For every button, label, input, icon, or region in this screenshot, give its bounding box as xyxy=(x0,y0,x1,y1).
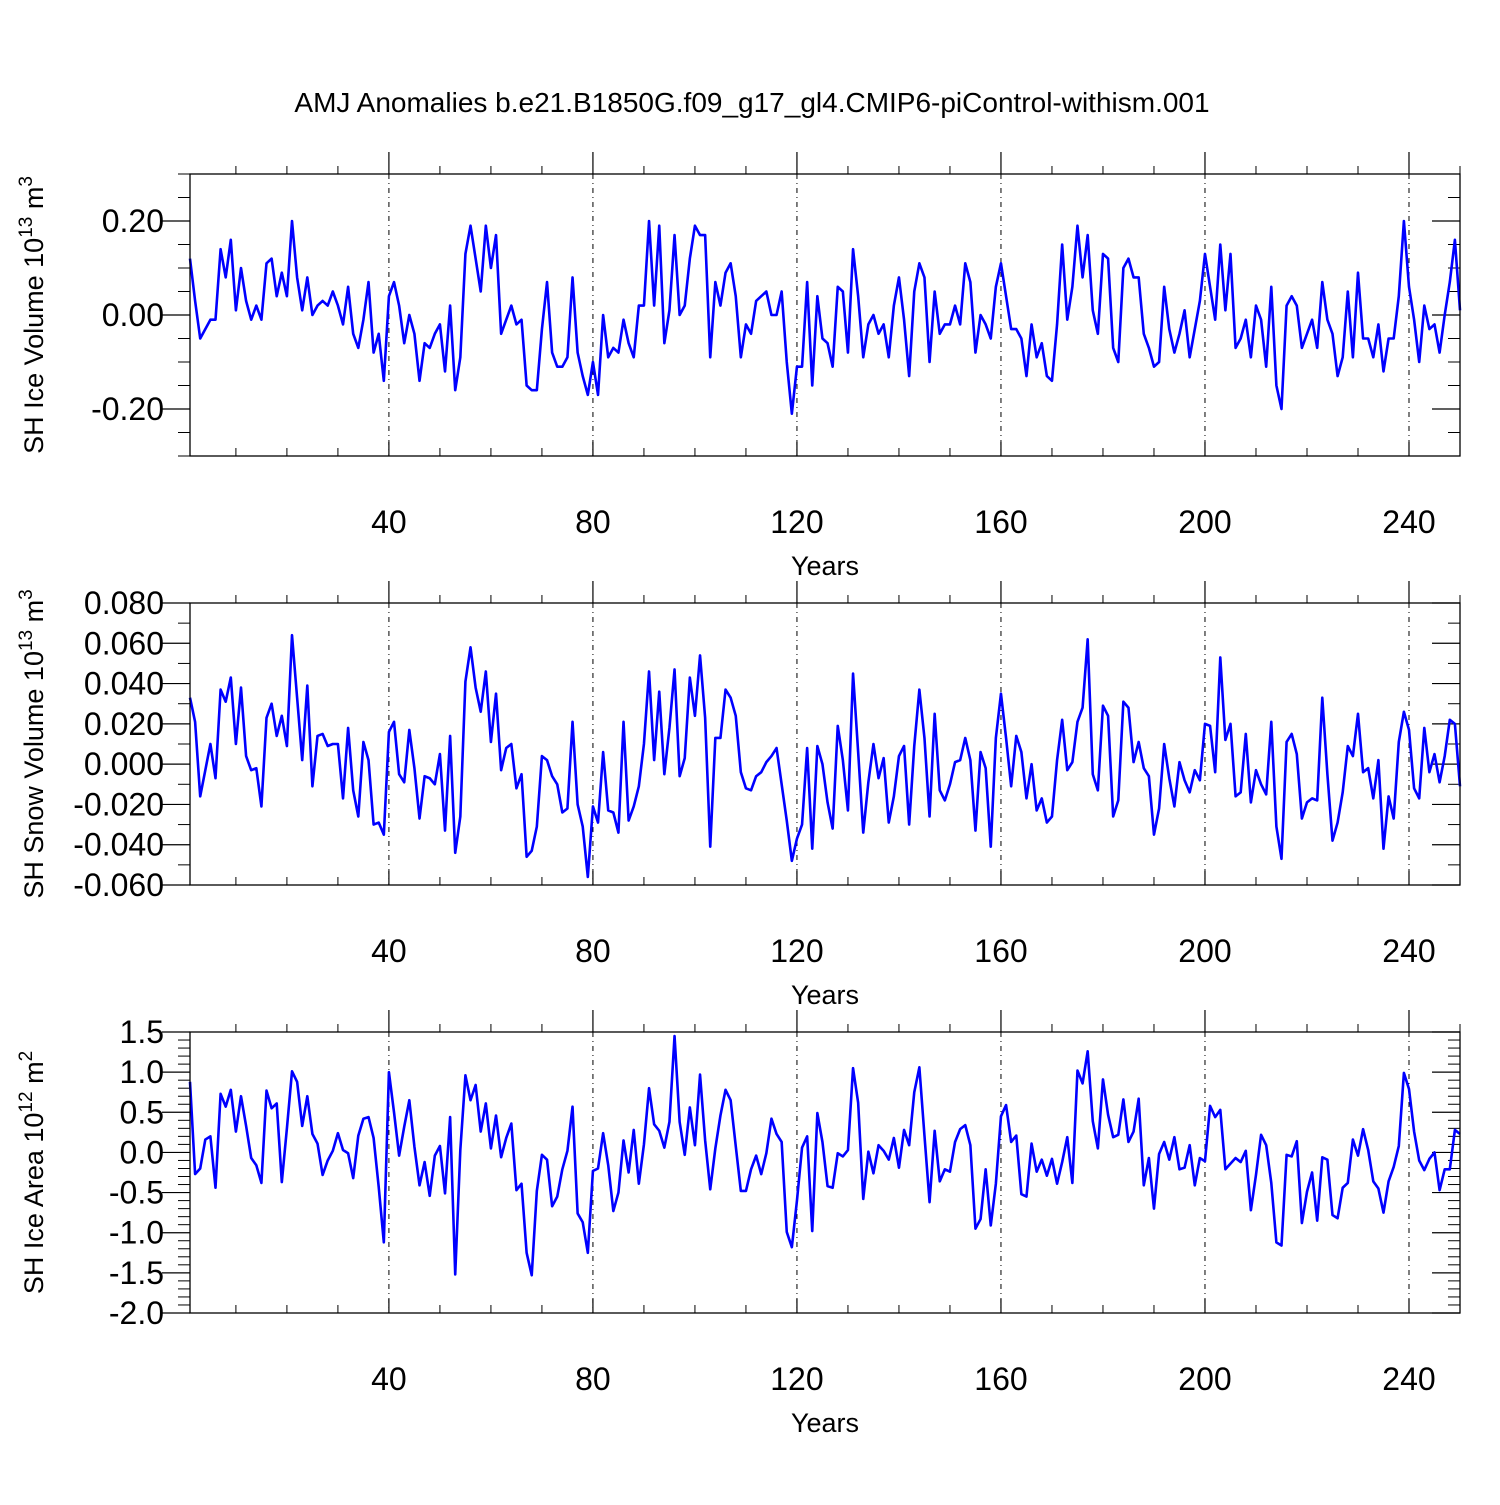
x-tick-label: 40 xyxy=(371,504,407,540)
y-tick-label: 0.20 xyxy=(102,203,164,239)
data-series-line xyxy=(188,633,1462,879)
x-tick-label: 160 xyxy=(974,933,1027,969)
x-tick-label: 200 xyxy=(1178,504,1231,540)
x-tick-label: 160 xyxy=(974,1361,1027,1397)
y-tick-label: -0.040 xyxy=(73,827,164,863)
y-tick-label: -0.5 xyxy=(109,1175,164,1211)
y-tick-label: -1.0 xyxy=(109,1215,164,1251)
y-tick-label: 0.5 xyxy=(120,1094,164,1130)
x-axis-label: Years xyxy=(791,980,859,1010)
plot-frame xyxy=(189,173,1461,457)
y-axis-label: SH Snow Volume 1013 m3 xyxy=(16,589,49,898)
chart-panel-3: 40 80 120 160 200 240 -2.0 -1.5 -1.0 -0.5 0.0 0.5 1.… xyxy=(16,1010,1461,1438)
y-tick-label: 0.040 xyxy=(84,666,164,702)
x-tick-label: 80 xyxy=(575,504,611,540)
figure-title: AMJ Anomalies b.e21.B1850G.f09_g17_gl4.C… xyxy=(294,87,1209,118)
x-tick-label: 80 xyxy=(575,933,611,969)
x-tick-label: 240 xyxy=(1382,1361,1435,1397)
chart-panel-1: 40 80 120 160 200 240 -0.20 0.00 0.20 Years SH Ice… xyxy=(16,152,1462,581)
y-tick-label: -1.5 xyxy=(109,1255,164,1291)
y-tick-label: 0.00 xyxy=(102,297,164,333)
y-tick-label: -0.060 xyxy=(73,867,164,903)
y-axis-label: SH Ice Volume 1013 m3 xyxy=(16,176,49,454)
x-tick-label: 40 xyxy=(371,1361,407,1397)
y-tick-label: 0.0 xyxy=(120,1134,164,1170)
data-series-line xyxy=(188,1034,1461,1277)
data-series-line xyxy=(188,219,1462,416)
y-axis-label: SH Ice Area 1012 m2 xyxy=(16,1051,49,1294)
y-tick-label: 0.020 xyxy=(84,706,164,742)
y-tick-label: 0.080 xyxy=(84,585,164,621)
plot-frame xyxy=(189,602,1461,886)
x-tick-label: 80 xyxy=(575,1361,611,1397)
y-tick-label: 1.5 xyxy=(120,1014,164,1050)
x-tick-label: 240 xyxy=(1382,504,1435,540)
x-axis-label: Years xyxy=(791,1408,859,1438)
y-tick-label: 0.000 xyxy=(84,746,164,782)
y-tick-label: 0.060 xyxy=(84,625,164,661)
x-tick-label: 200 xyxy=(1178,933,1231,969)
x-tick-label: 120 xyxy=(770,504,823,540)
x-axis-label: Years xyxy=(791,551,859,581)
x-tick-label: 120 xyxy=(770,1361,823,1397)
x-tick-label: 120 xyxy=(770,933,823,969)
x-tick-label: 40 xyxy=(371,933,407,969)
y-tick-label: 1.0 xyxy=(120,1054,164,1090)
y-tick-label: -2.0 xyxy=(109,1295,164,1331)
x-tick-label: 200 xyxy=(1178,1361,1231,1397)
plot-frame xyxy=(189,1031,1461,1314)
y-tick-label: -0.20 xyxy=(91,391,164,427)
x-tick-label: 240 xyxy=(1382,933,1435,969)
y-tick-label: -0.020 xyxy=(73,786,164,822)
chart-panel-2: 40 80 120 160 200 240 -0.060 -0.040 -0.020 0.000 0… xyxy=(16,581,1462,1010)
x-tick-label: 160 xyxy=(974,504,1027,540)
